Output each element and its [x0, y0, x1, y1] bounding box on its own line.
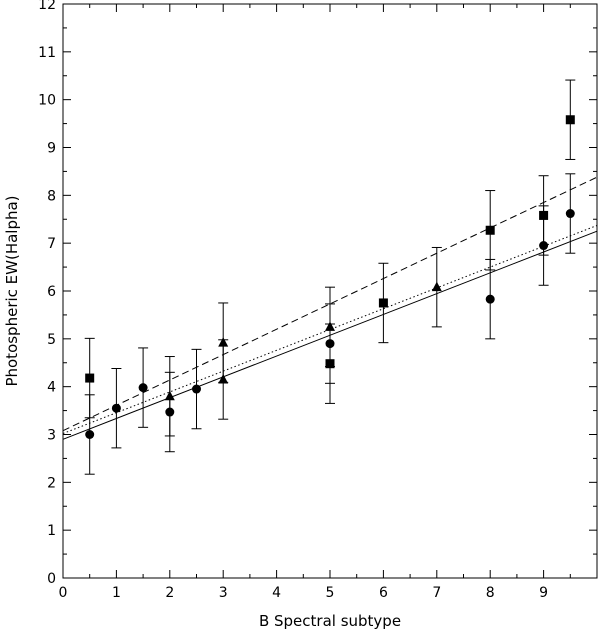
x-tick-label: 4 — [272, 585, 281, 601]
y-tick-label: 5 — [47, 332, 56, 348]
y-tick-label: 9 — [47, 141, 56, 157]
data-points — [85, 115, 575, 439]
y-tick-label: 11 — [38, 45, 56, 61]
x-tick-label: 6 — [379, 585, 388, 601]
triangle-point — [164, 390, 175, 401]
x-tick-label: 3 — [219, 585, 228, 601]
y-tick-label: 8 — [47, 188, 56, 204]
y-tick-label: 3 — [47, 428, 56, 444]
triangle-point — [325, 321, 335, 331]
triangle-point — [218, 337, 229, 347]
x-tick-label: 9 — [539, 585, 548, 601]
y-tick-label: 7 — [47, 236, 56, 252]
y-tick-label: 6 — [47, 284, 56, 300]
square-point — [539, 210, 549, 220]
y-tick-label: 12 — [38, 0, 56, 13]
circle-point — [565, 209, 575, 219]
circle-point — [539, 241, 549, 251]
circle-point — [85, 430, 95, 439]
x-tick-label: 5 — [326, 585, 335, 601]
y-tick-label: 2 — [47, 475, 56, 491]
triangle-point — [218, 373, 229, 384]
y-tick-label: 4 — [47, 380, 56, 396]
y-axis-title: Photospheric EW(Halpha) — [3, 195, 21, 386]
circle-point — [192, 384, 201, 394]
y-tick-label: 0 — [47, 571, 56, 587]
x-axis-title: B Spectral subtype — [259, 612, 401, 630]
x-tick-label: 2 — [165, 585, 174, 601]
y-tick-label: 1 — [47, 523, 56, 539]
circle-point — [325, 339, 335, 349]
x-tick-label: 7 — [432, 585, 441, 601]
square-point — [565, 115, 575, 125]
x-tick-label: 1 — [112, 585, 121, 601]
x-tick-label: 8 — [486, 585, 495, 601]
error-bars — [84, 79, 576, 475]
square-point — [378, 298, 388, 308]
square-point — [485, 225, 495, 235]
circle-point — [485, 294, 495, 304]
x-tick-label: 0 — [59, 585, 68, 601]
square-point — [325, 359, 335, 369]
square-point — [85, 373, 95, 383]
circle-point — [111, 403, 121, 413]
y-tick-label: 10 — [38, 93, 56, 109]
circle-point — [165, 407, 175, 417]
triangle-point — [431, 281, 442, 292]
axis-ticks — [62, 3, 598, 579]
circle-point — [138, 383, 148, 393]
